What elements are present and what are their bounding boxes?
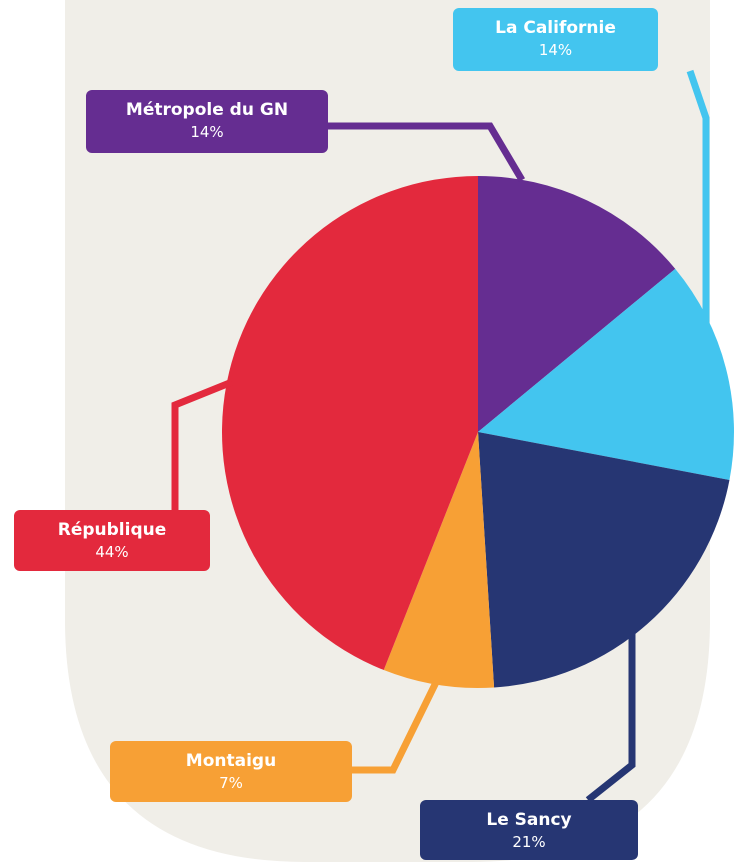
connector-line: [585, 578, 636, 803]
label-name: République: [58, 520, 167, 540]
label-name: Montaigu: [186, 751, 276, 771]
pie-slice: [478, 432, 730, 688]
connector-line: [686, 69, 710, 380]
label-name: Métropole du GN: [126, 100, 288, 120]
label-name: La Californie: [495, 18, 616, 38]
label-box: [110, 741, 352, 802]
label-box: [453, 8, 658, 71]
labels: Métropole du GN 14% La Californie 14% Le San…: [14, 8, 710, 860]
connector-line: [171, 378, 234, 512]
label-value: 44%: [95, 543, 128, 561]
connector-line: [328, 122, 526, 182]
pie-slice: [222, 176, 478, 671]
label-name: Le Sancy: [486, 810, 571, 830]
pie: [222, 176, 734, 688]
label-value: 7%: [219, 774, 243, 792]
pie-slice: [383, 432, 495, 688]
label-value: 14%: [539, 41, 572, 59]
pie-slice: [478, 268, 734, 480]
label-box: [14, 510, 210, 571]
label-value: 21%: [512, 833, 545, 851]
label-box: [86, 90, 328, 153]
label-box: [420, 800, 638, 860]
connector-line: [352, 660, 450, 774]
label-value: 14%: [190, 123, 223, 141]
pie-slice: [478, 176, 676, 432]
